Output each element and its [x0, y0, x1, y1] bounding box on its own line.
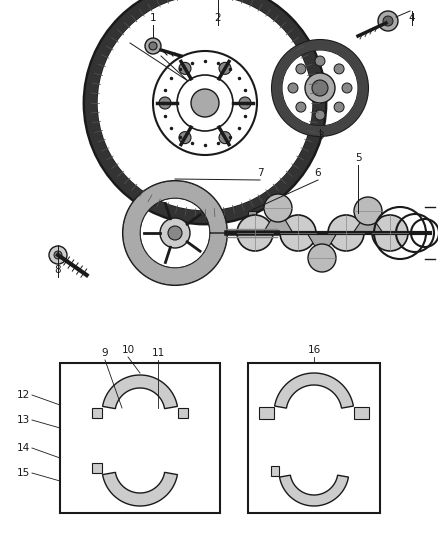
Bar: [248, 211, 256, 223]
Circle shape: [296, 102, 306, 112]
Circle shape: [264, 194, 292, 222]
Polygon shape: [354, 407, 369, 419]
Polygon shape: [271, 466, 279, 476]
Circle shape: [288, 83, 298, 93]
Circle shape: [168, 226, 182, 240]
Text: 7: 7: [257, 168, 263, 178]
Text: 10: 10: [121, 345, 134, 355]
Circle shape: [160, 218, 190, 248]
Polygon shape: [102, 375, 177, 409]
Circle shape: [354, 197, 382, 225]
Polygon shape: [123, 181, 227, 285]
Bar: [60, 363, 220, 513]
Polygon shape: [275, 373, 353, 408]
Circle shape: [334, 102, 344, 112]
Circle shape: [372, 215, 408, 251]
Text: 4: 4: [409, 13, 415, 23]
Text: 5: 5: [355, 153, 361, 163]
Text: 16: 16: [307, 345, 321, 355]
Circle shape: [149, 42, 157, 50]
Text: 12: 12: [17, 390, 30, 400]
Circle shape: [315, 110, 325, 120]
Circle shape: [237, 215, 273, 251]
Text: 2: 2: [215, 13, 221, 23]
Polygon shape: [92, 408, 102, 418]
Text: 11: 11: [152, 348, 165, 358]
Circle shape: [383, 16, 393, 26]
Polygon shape: [85, 0, 325, 223]
Circle shape: [305, 73, 335, 103]
Circle shape: [219, 132, 231, 143]
Text: 1: 1: [150, 13, 156, 23]
Text: 8: 8: [55, 265, 61, 275]
Bar: [248, 363, 380, 513]
Text: 6: 6: [314, 168, 321, 178]
Circle shape: [312, 80, 328, 96]
Text: 14: 14: [17, 443, 30, 453]
Circle shape: [49, 246, 67, 264]
Text: 3: 3: [317, 131, 323, 141]
Polygon shape: [92, 463, 102, 473]
Circle shape: [328, 215, 364, 251]
Circle shape: [378, 11, 398, 31]
Circle shape: [308, 244, 336, 272]
Text: 13: 13: [17, 415, 30, 425]
Polygon shape: [279, 475, 349, 506]
Polygon shape: [263, 208, 293, 233]
Circle shape: [159, 97, 171, 109]
Polygon shape: [102, 472, 177, 506]
Circle shape: [239, 97, 251, 109]
Circle shape: [179, 132, 191, 143]
Polygon shape: [272, 40, 368, 136]
Polygon shape: [307, 233, 337, 258]
Text: 15: 15: [17, 468, 30, 478]
Circle shape: [145, 38, 161, 54]
Circle shape: [315, 56, 325, 66]
Circle shape: [54, 251, 62, 259]
Circle shape: [296, 64, 306, 74]
Circle shape: [179, 62, 191, 75]
Circle shape: [334, 64, 344, 74]
Polygon shape: [353, 211, 383, 233]
Text: 9: 9: [102, 348, 108, 358]
Polygon shape: [178, 408, 188, 418]
Circle shape: [280, 215, 316, 251]
Circle shape: [191, 89, 219, 117]
Circle shape: [219, 62, 231, 75]
Polygon shape: [259, 407, 274, 419]
Circle shape: [342, 83, 352, 93]
